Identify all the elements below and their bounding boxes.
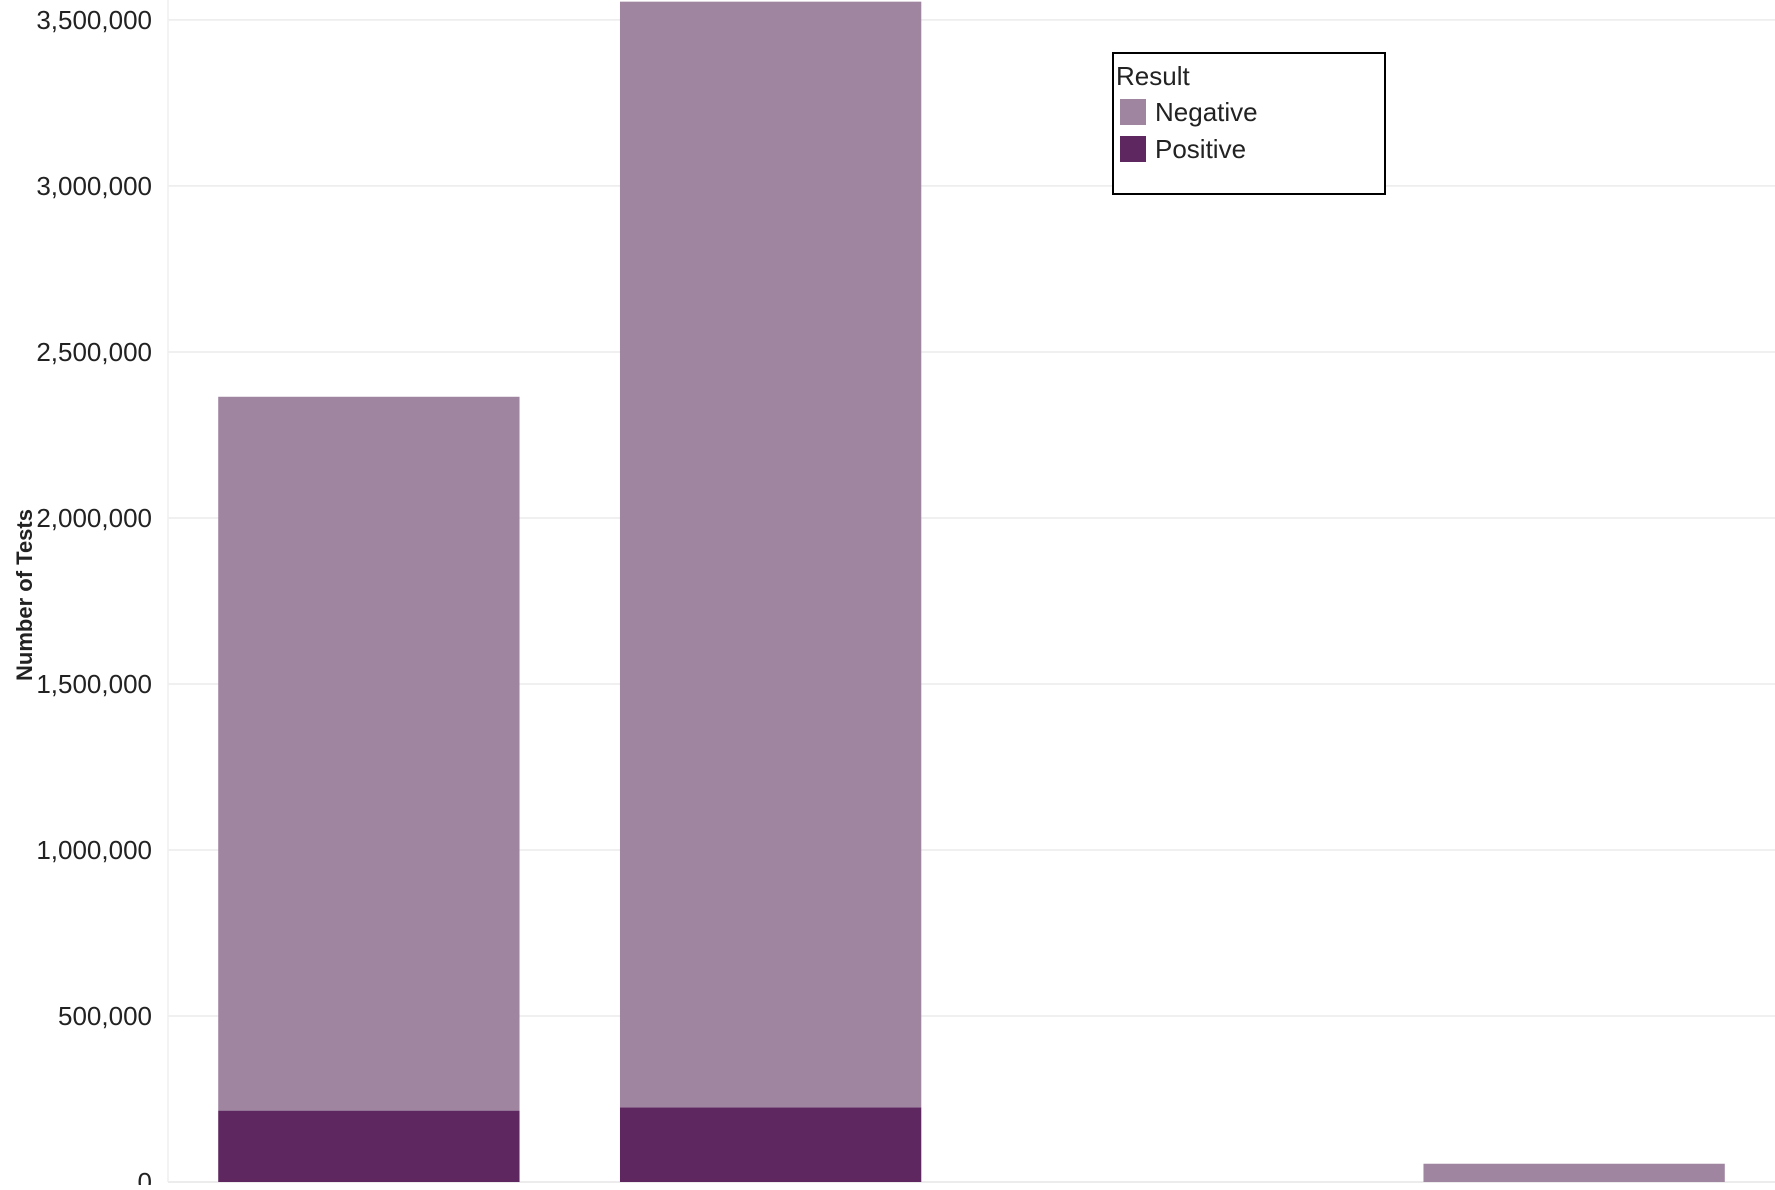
legend-title: Result xyxy=(1116,61,1190,91)
bars xyxy=(218,1,1725,1182)
y-tick-label: 3,000,000 xyxy=(36,171,152,201)
y-tick-label: 1,500,000 xyxy=(36,669,152,699)
y-tick-label: 2,000,000 xyxy=(36,503,152,533)
y-tick-label: 500,000 xyxy=(58,1001,152,1031)
bar-positive-1 xyxy=(218,1110,520,1182)
legend-label-positive: Positive xyxy=(1155,134,1246,164)
y-tick-label: 1,000,000 xyxy=(36,835,152,865)
legend-swatch-positive xyxy=(1120,136,1146,162)
y-axis-ticks: 0 500,000 1,000,000 1,500,000 2,000,000 2,500… xyxy=(36,5,152,1190)
y-axis-title: Number of Tests xyxy=(12,509,37,681)
y-tick-label: 0 xyxy=(138,1167,152,1185)
y-tick-label: 2,500,000 xyxy=(36,337,152,367)
legend: Result Negative Positive xyxy=(1112,52,1386,195)
legend-entries: Negative Positive xyxy=(1120,97,1258,164)
bar-negative-2 xyxy=(619,1,922,1108)
y-tick-label: 3,500,000 xyxy=(36,5,152,35)
bar-negative-1 xyxy=(218,396,520,1111)
bar-positive-2 xyxy=(619,1107,922,1182)
legend-swatch-negative xyxy=(1120,99,1146,125)
legend-label-negative: Negative xyxy=(1155,97,1258,127)
bar-negative-4 xyxy=(1423,1163,1725,1182)
legend-box xyxy=(1112,52,1386,195)
